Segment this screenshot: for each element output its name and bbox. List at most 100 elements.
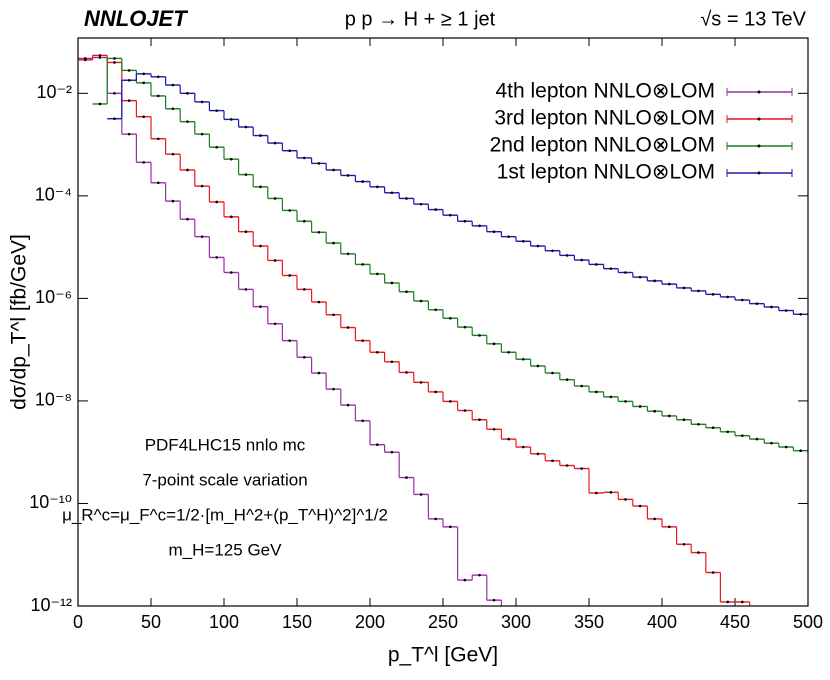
x-axis-label: p_T^l [GeV] — [388, 644, 498, 667]
bin-point — [697, 551, 700, 554]
bin-point — [405, 476, 408, 479]
bin-point — [157, 137, 160, 141]
bin-point — [215, 256, 218, 259]
bin-point — [405, 197, 408, 200]
legend-swatch — [757, 171, 761, 175]
bin-point — [697, 289, 700, 293]
bin-point — [186, 217, 189, 221]
bin-point — [449, 316, 452, 320]
bin-point — [200, 235, 204, 238]
bin-point — [434, 390, 438, 394]
bin-point — [171, 199, 175, 203]
legend-label: 4th lepton NNLO⊗LOM — [495, 80, 715, 103]
bin-point — [492, 230, 496, 233]
bin-point — [361, 419, 365, 423]
bin-point — [624, 400, 627, 403]
x-tick-label: 300 — [501, 612, 531, 632]
bin-point — [317, 371, 321, 375]
y-tick-label: 10⁻⁶ — [35, 287, 72, 307]
bin-point — [273, 259, 277, 262]
bin-point — [244, 173, 248, 176]
bin-point — [346, 326, 350, 329]
bin-point — [478, 418, 481, 422]
bin-point — [668, 414, 671, 418]
bin-point — [638, 275, 642, 279]
bin-point — [419, 493, 423, 496]
bin-point — [332, 387, 335, 391]
bin-point — [259, 185, 262, 189]
bin-point — [726, 600, 729, 604]
bin-point — [332, 313, 335, 317]
bin-point — [624, 498, 627, 501]
bin-point — [726, 295, 729, 299]
plot-frame — [77, 37, 809, 607]
x-tick-label: 500 — [793, 612, 823, 632]
bin-point — [273, 197, 277, 200]
bin-point — [726, 430, 729, 434]
bin-point — [507, 235, 511, 238]
x-tick-label: 100 — [209, 612, 239, 632]
bin-point — [507, 350, 511, 354]
bin-point — [259, 134, 262, 137]
bin-point — [127, 132, 131, 136]
bin-point — [171, 152, 175, 156]
bin-point — [230, 271, 233, 274]
bin-point — [215, 109, 218, 112]
annotation: m_H=125 GeV — [169, 540, 283, 559]
bin-point — [244, 230, 248, 233]
bin-point — [595, 390, 598, 394]
bin-point — [98, 56, 102, 59]
bin-point — [711, 293, 715, 296]
bin-point — [449, 400, 452, 403]
x-tick-label: 200 — [355, 612, 385, 632]
bin-point — [186, 120, 189, 123]
bin-point — [113, 92, 116, 95]
bin-point — [478, 224, 481, 228]
bin-point — [244, 288, 248, 291]
bin-point — [492, 598, 496, 602]
bin-point — [507, 437, 511, 441]
bin-point — [303, 355, 306, 359]
bin-point — [171, 83, 175, 87]
bin-point — [157, 75, 160, 79]
bin-point — [84, 58, 87, 62]
bin-point — [390, 191, 394, 195]
bin-point — [346, 174, 350, 177]
x-tick-label: 400 — [647, 612, 677, 632]
bin-point — [288, 209, 292, 212]
bin-point — [405, 290, 408, 294]
bin-point — [288, 274, 292, 277]
bin-point — [317, 230, 321, 234]
bin-point — [434, 208, 438, 211]
bin-point — [230, 157, 233, 161]
bin-point — [478, 334, 481, 337]
bin-point — [200, 184, 204, 188]
bin-point — [682, 542, 686, 546]
bin-point — [653, 517, 656, 521]
bin-point — [770, 305, 773, 309]
bin-point — [332, 241, 335, 245]
bin-point — [390, 360, 394, 364]
bin-point — [244, 125, 248, 129]
bin-point — [551, 459, 554, 463]
bin-point — [142, 161, 145, 164]
bin-point — [668, 282, 671, 286]
bin-point — [419, 202, 423, 206]
bin-point — [186, 92, 189, 95]
bin-point — [522, 357, 525, 361]
bin-point — [463, 219, 467, 223]
bin-point — [361, 180, 365, 183]
bin-point — [697, 423, 700, 426]
bin-point — [303, 288, 306, 291]
bin-point — [609, 491, 613, 494]
bin-point — [361, 339, 365, 342]
bin-point — [98, 102, 102, 106]
bin-point — [522, 445, 525, 449]
bin-point — [317, 300, 321, 304]
bin-point — [142, 115, 145, 119]
bin-point — [361, 263, 365, 266]
x-tick-label: 350 — [574, 612, 604, 632]
legend-swatch — [757, 90, 761, 94]
